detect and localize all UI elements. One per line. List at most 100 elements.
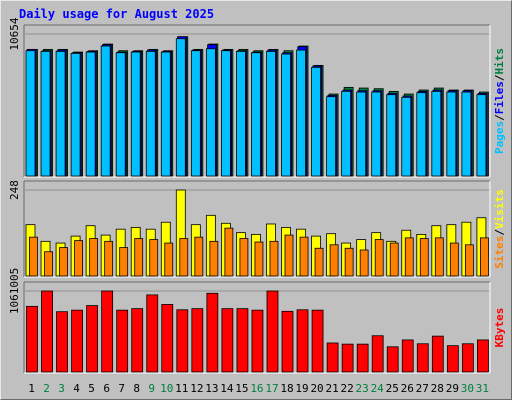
bar-sites-day-24 [374,239,384,277]
bar-kbytes-day-9 [146,294,159,373]
bar-kbytes-day-2 [41,290,53,373]
bar-pages-day-10 [160,51,171,177]
bar-sites-day-6 [104,240,114,277]
bar-pages-day-29 [446,91,457,177]
bar-sites-day-30 [464,244,474,277]
bar-pages-day-20 [311,66,321,177]
bar-kbytes-day-18 [281,310,294,373]
bar-pages-day-27 [416,92,427,177]
bar-pages-day-11 [175,38,186,177]
legend-pages: Pages [493,121,506,154]
bar-pages-day-14 [220,50,231,177]
bar-sites-day-11 [179,238,189,277]
x-tick-label-day-3: 3 [58,382,65,395]
bar-kbytes-day-16 [251,309,264,373]
x-tick-label-day-14: 14 [220,382,234,395]
bar-kbytes-day-13 [206,292,219,373]
x-tick-label-day-17: 17 [265,382,278,395]
bar-kbytes-day-17 [266,290,279,373]
bar-sites-day-12 [194,236,204,277]
bar-pages-day-18 [281,53,291,177]
bar-kbytes-day-1 [26,305,38,373]
x-tick-label-day-13: 13 [205,382,218,395]
bar-sites-day-15 [239,238,249,277]
bar-pages-day-13 [205,48,216,177]
x-tick-label-day-22: 22 [341,382,354,395]
bar-kbytes-day-24 [371,335,384,373]
bar-pages-day-25 [386,94,397,177]
bar-sites-day-3 [59,247,68,277]
x-tick-label-day-27: 27 [416,382,429,395]
bar-kbytes-day-11 [176,309,189,373]
legend-visits-sites: Sites/Visits [493,189,506,269]
y-max-label: 1061005 [8,268,21,314]
bar-sites-day-19 [299,236,309,277]
bar-kbytes-day-30 [461,343,474,373]
bar-pages-day-12 [190,50,201,177]
legend-sites: Sites [493,236,506,269]
x-tick-label-day-10: 10 [160,382,173,395]
x-tick-label-day-7: 7 [118,382,125,395]
bar-pages-day-31 [476,94,487,177]
bar-pages-day-4 [70,52,81,177]
bar-pages-day-3 [55,50,66,177]
y-max-label: 248 [8,180,21,200]
bar-pages-day-7 [115,52,126,177]
bar-pages-day-6 [100,45,111,177]
bar-sites-day-25 [389,242,399,277]
bar-pages-day-22 [341,90,352,177]
bar-pages-day-19 [296,49,306,177]
x-tick-label-day-6: 6 [103,382,110,395]
bar-kbytes-day-7 [116,309,129,373]
legend-hits-files-pages: Pages/Files/Hits [493,48,506,154]
bar-kbytes-day-31 [476,339,489,373]
bar-sites-day-8 [134,238,144,277]
bar-pages-day-16 [251,52,261,177]
bar-kbytes-day-15 [236,308,249,373]
bar-sites-day-7 [119,247,129,277]
x-tick-label-day-29: 29 [446,382,459,395]
bar-sites-day-16 [254,241,264,277]
bar-kbytes-day-4 [71,309,83,373]
bar-kbytes-day-20 [311,309,324,373]
x-tick-label-day-1: 1 [28,382,35,395]
x-tick-label-day-16: 16 [250,382,263,395]
legend-separator: / [493,114,506,121]
legend-separator: / [493,229,506,236]
bar-kbytes-day-14 [221,308,234,373]
x-tick-label-day-26: 26 [401,382,414,395]
x-tick-label-day-28: 28 [431,382,444,395]
x-tick-label-day-19: 19 [295,382,308,395]
x-tick-label-day-24: 24 [371,382,385,395]
x-tick-label-day-4: 4 [73,382,80,395]
bar-kbytes-day-21 [326,342,339,373]
bar-sites-day-31 [479,237,489,277]
bar-sites-day-17 [269,240,279,277]
bar-sites-day-18 [284,234,294,277]
legend-files: Files [493,81,506,114]
y-max-label: 10654 [8,17,21,50]
bar-kbytes-day-26 [401,339,414,373]
x-tick-label-day-31: 31 [476,382,489,395]
bar-pages-day-17 [266,50,276,177]
x-tick-label-day-5: 5 [88,382,95,395]
legend-kbytes: KBytes [493,308,506,348]
x-tick-label-day-15: 15 [235,382,248,395]
bar-sites-day-29 [449,242,459,277]
bar-kbytes-day-27 [416,343,429,373]
bar-kbytes-day-6 [101,290,114,373]
bar-sites-day-10 [164,242,174,277]
bar-sites-day-23 [359,249,369,277]
bar-pages-day-15 [236,50,246,177]
bar-sites-day-9 [149,239,159,277]
bar-kbytes-day-3 [56,311,68,373]
bar-kbytes-day-25 [386,346,399,373]
bar-pages-day-1 [25,50,36,177]
x-tick-label-day-11: 11 [175,382,188,395]
bar-kbytes-day-29 [446,345,459,373]
x-tick-label-day-20: 20 [310,382,323,395]
legend-separator: / [493,74,506,81]
bar-pages-day-9 [145,50,156,177]
bar-pages-day-21 [326,96,337,177]
